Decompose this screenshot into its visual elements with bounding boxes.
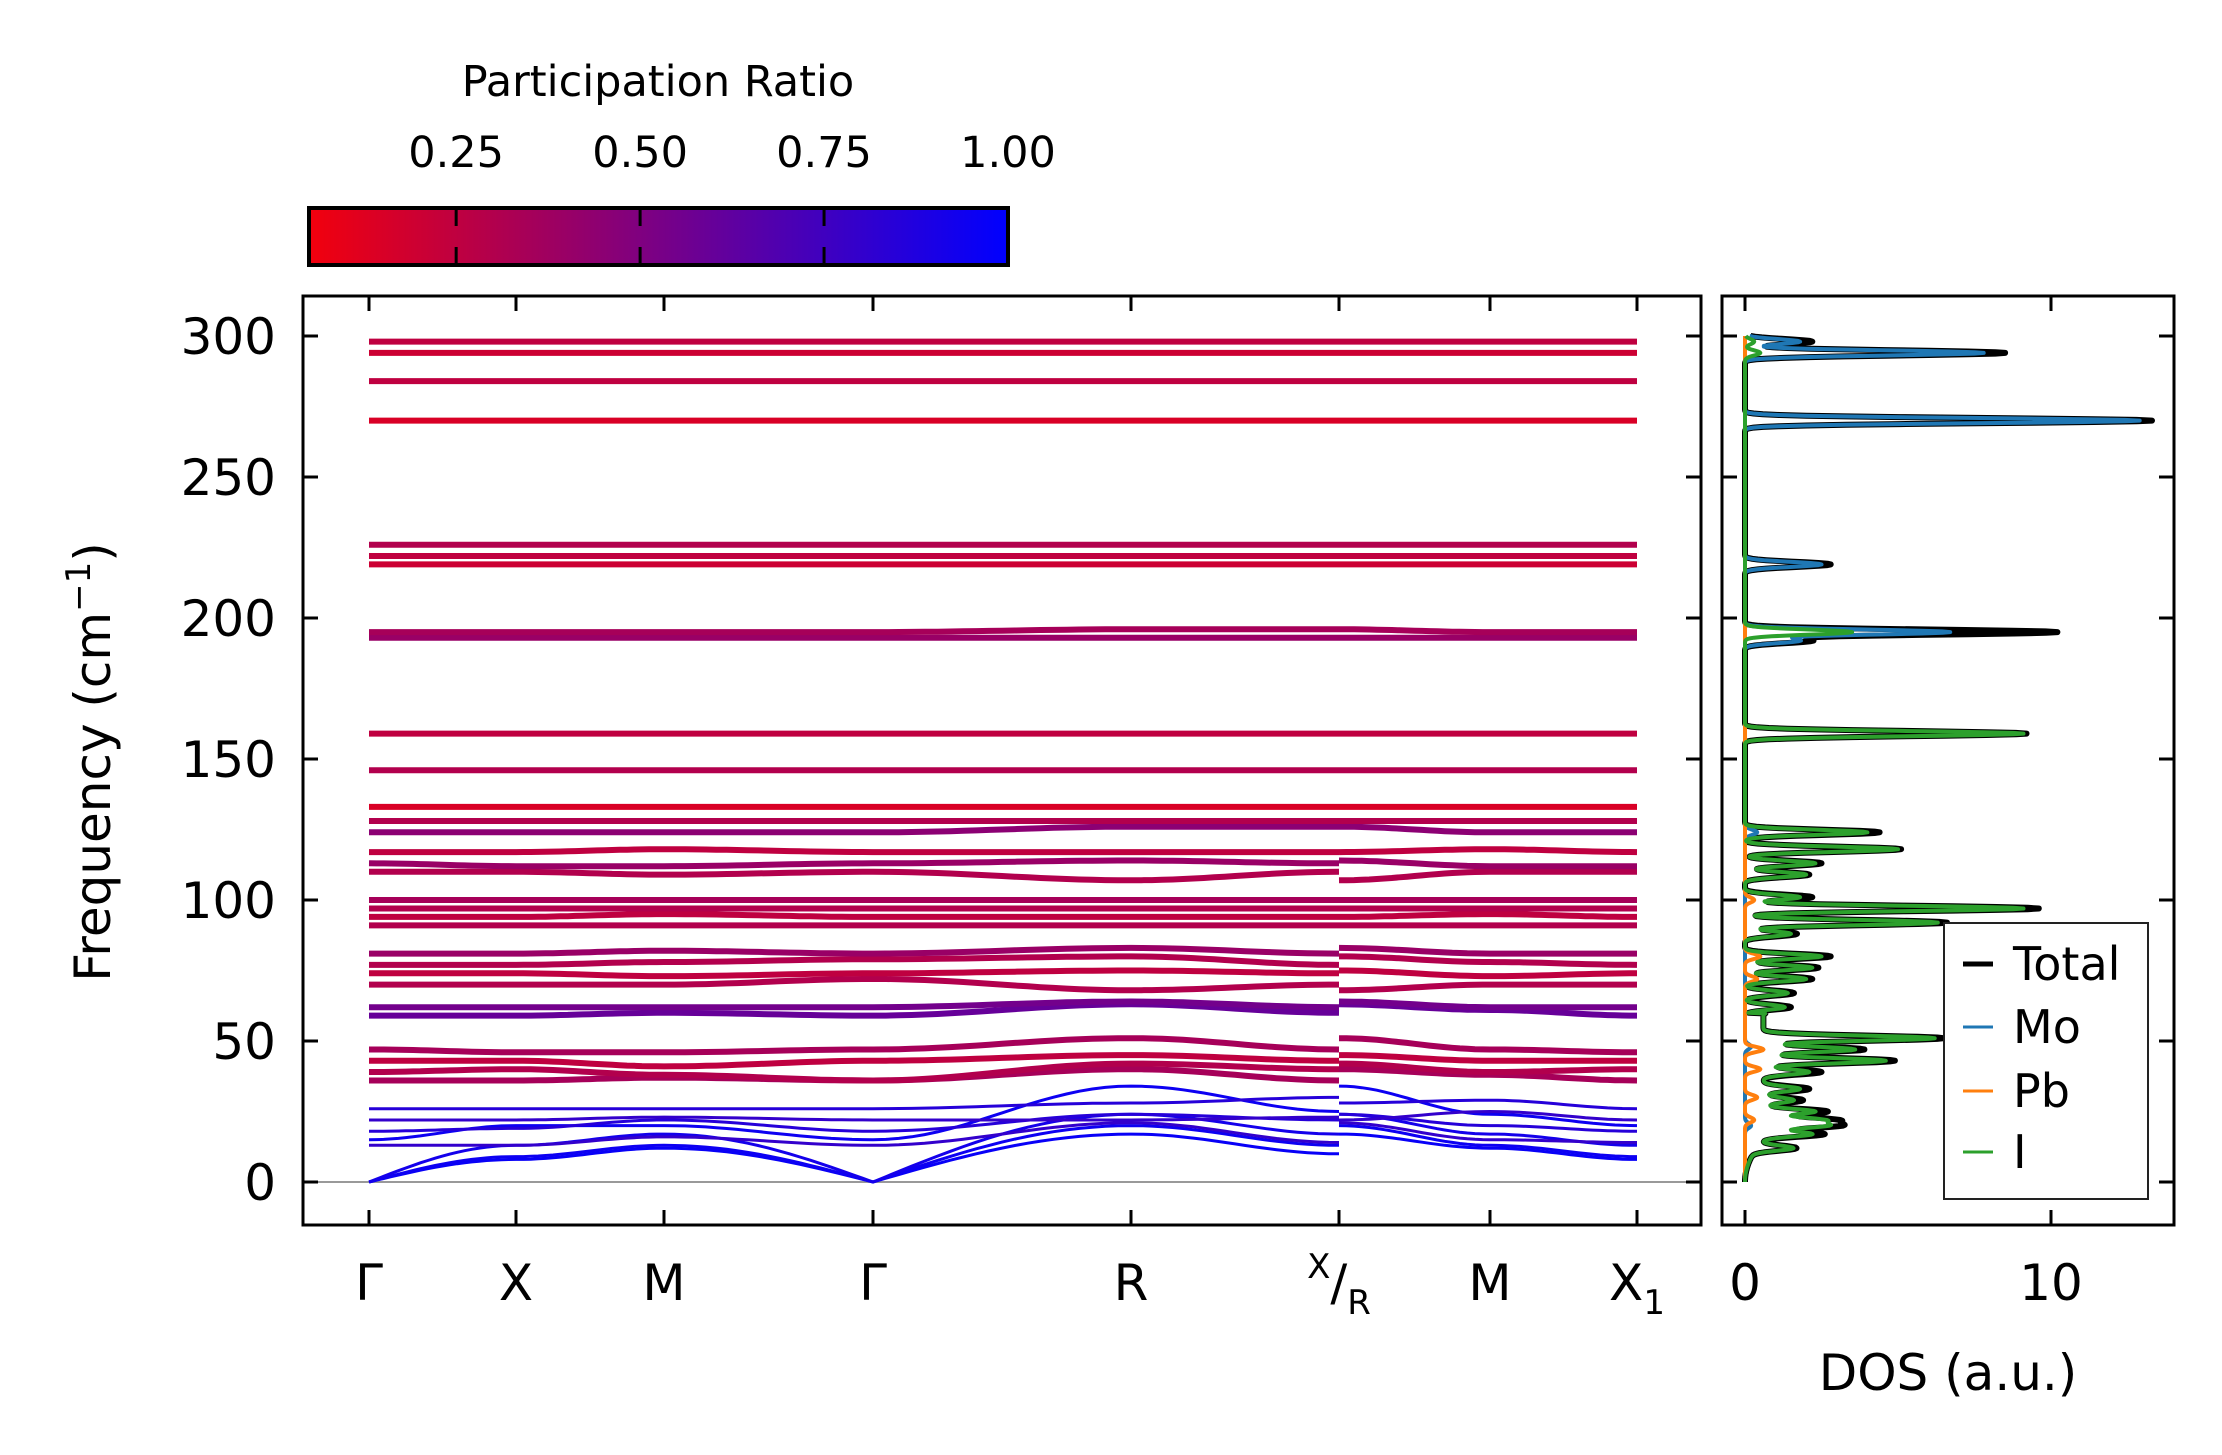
phonon-band <box>369 1095 1339 1111</box>
phonon-band <box>1338 1124 1637 1159</box>
colorbar: Participation Ratio 0.25 0.50 0.75 1.00 <box>307 57 1056 267</box>
x-tick-label-main: X <box>1609 1254 1643 1312</box>
phonon-band <box>1339 823 1637 836</box>
phonon-band <box>1339 911 1637 920</box>
phonon-band <box>368 1084 1340 1142</box>
phonon-band <box>369 1052 1339 1070</box>
phonon-band <box>1339 967 1637 980</box>
legend-label-i: I <box>2013 1125 2027 1179</box>
x-tick-label-main: / <box>1330 1254 1347 1312</box>
dos-x-tick-label: 0 <box>1729 1254 1761 1312</box>
phonon-band <box>369 1035 1340 1056</box>
phonon-band <box>1339 1098 1638 1111</box>
x-tick-label-main: X <box>499 1254 533 1312</box>
phonon-band <box>1338 998 1637 1011</box>
dos-plot-frame <box>1720 294 2176 1227</box>
phonon-band <box>369 944 1340 957</box>
y-tick-label: 250 <box>181 449 276 507</box>
phonon-band <box>1339 1052 1637 1064</box>
phonon-band <box>1338 846 1638 856</box>
x-tick-label: X1 <box>1609 1254 1665 1323</box>
x-tick-label-sup: X <box>1307 1247 1330 1287</box>
x-tick-label-sub: R <box>1347 1283 1371 1323</box>
colorbar-title: Participation Ratio <box>462 57 855 107</box>
phonon-band <box>369 1121 1340 1147</box>
phonon-band <box>369 1112 1340 1133</box>
colorbar-tick-label: 0.50 <box>592 128 688 178</box>
phonon-band <box>369 911 1339 920</box>
phonon-band <box>369 967 1339 980</box>
colorbar-tick-label: 0.25 <box>408 128 504 178</box>
dos-plot: 0 10 DOS (a.u.) Total Mo Pb I <box>1720 294 2176 1402</box>
phonon-band <box>1339 981 1637 994</box>
phonon-band <box>1338 944 1637 957</box>
legend-label-mo: Mo <box>2013 1000 2081 1054</box>
colorbar-tick-label: 0.75 <box>776 128 872 178</box>
phonon-band <box>369 823 1339 836</box>
x-tick-label-main: M <box>642 1254 685 1312</box>
phonon-band <box>1338 857 1637 870</box>
x-tick-label: X/R <box>1307 1247 1371 1323</box>
legend: Total Mo Pb I <box>1943 922 2149 1200</box>
dos-x-axis-label: DOS (a.u.) <box>1819 1344 2078 1402</box>
colorbar-gradient <box>307 206 1010 267</box>
y-axis-label: Frequency (cm−1) <box>59 542 122 982</box>
y-tick-label: 100 <box>181 872 276 930</box>
y-tick-label: 300 <box>181 308 276 366</box>
x-tick-label: M <box>1468 1254 1511 1312</box>
phonon-band <box>1338 1109 1638 1122</box>
x-tick-label: Γ <box>355 1254 383 1312</box>
y-tick-label: 150 <box>181 731 276 789</box>
phonon-band <box>369 1060 1339 1084</box>
x-tick-label: X <box>499 1254 533 1312</box>
x-tick-label: R <box>1114 1254 1149 1312</box>
phonon-band <box>1338 1084 1638 1128</box>
colorbar-tick-label: 1.00 <box>960 128 1056 178</box>
phonon-band <box>1338 1121 1637 1144</box>
phonon-band <box>369 868 1340 884</box>
x-tick-label: M <box>642 1254 685 1312</box>
phonon-band <box>369 953 1340 968</box>
x-tick-label-main: Γ <box>859 1254 887 1312</box>
dos-x-tick-label: 10 <box>2019 1254 2083 1312</box>
y-tick-label: 50 <box>212 1013 276 1071</box>
x-tick-label-main: M <box>1468 1254 1511 1312</box>
phonon-band <box>1339 626 1637 636</box>
band-plot-frame <box>301 294 1703 1227</box>
phonon-band <box>1339 953 1638 968</box>
phonon-band <box>368 1132 1340 1184</box>
phonon-band <box>1339 1060 1637 1075</box>
phonon-band <box>369 976 1339 994</box>
y-tick-label: 200 <box>181 590 276 648</box>
legend-label-pb: Pb <box>2013 1064 2070 1118</box>
phonon-band <box>1339 1132 1637 1161</box>
x-tick-label: Γ <box>859 1254 887 1312</box>
phonon-band <box>369 998 1340 1011</box>
phonon-band <box>368 857 1339 870</box>
phonon-band <box>1338 868 1637 884</box>
phonon-band <box>369 846 1339 856</box>
dos-curve-i <box>1743 334 2026 1184</box>
x-tick-label-sub: 1 <box>1643 1283 1665 1323</box>
phonon-band <box>369 626 1339 636</box>
phonon-band <box>369 1115 1340 1122</box>
phonon-band <box>1339 1035 1637 1056</box>
x-tick-label-main: R <box>1114 1254 1149 1312</box>
x-tick-label-main: Γ <box>355 1254 383 1312</box>
y-tick-label: 0 <box>244 1154 276 1212</box>
legend-label-total: Total <box>2012 937 2120 991</box>
phonon-band <box>368 1124 1340 1184</box>
